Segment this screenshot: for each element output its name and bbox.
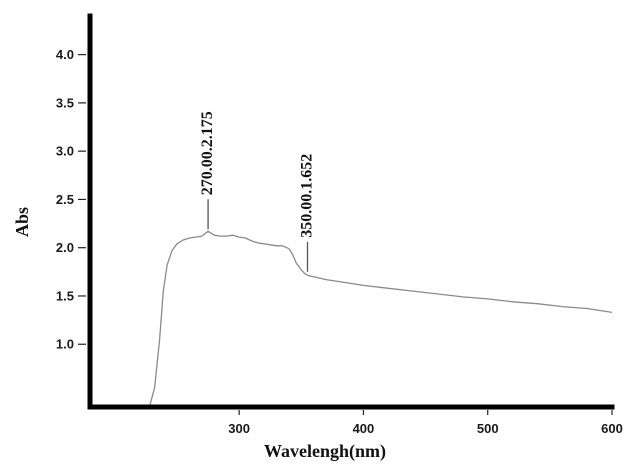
peak-label: 350.00.1.652 — [299, 154, 316, 238]
y-tick-label: 3.5 — [56, 95, 74, 110]
peak-annotations: 270.00.2.175 350.00.1.652 — [199, 111, 315, 271]
x-tick-label: 400 — [353, 421, 375, 436]
y-axis-title: Abs — [12, 207, 32, 237]
y-tick-label: 1.0 — [56, 337, 74, 352]
x-axis-title: Wavelengh(nm) — [264, 441, 386, 462]
y-tick-label: 1.5 — [56, 288, 74, 303]
y-tick-label: 3.0 — [56, 144, 74, 159]
absorbance-series-line — [150, 231, 612, 406]
y-tick-label: 4.0 — [56, 47, 74, 62]
x-tick-label: 300 — [228, 421, 250, 436]
axis-ticks: 1.0 1.5 2.0 2.5 3.0 3.5 4.0 300 400 500 600 — [56, 47, 623, 436]
y-tick-label: 2.0 — [56, 240, 74, 255]
peak-label: 270.00.2.175 — [199, 111, 216, 195]
x-tick-label: 500 — [477, 421, 499, 436]
x-tick-label: 600 — [601, 421, 623, 436]
y-tick-label: 2.5 — [56, 192, 74, 207]
